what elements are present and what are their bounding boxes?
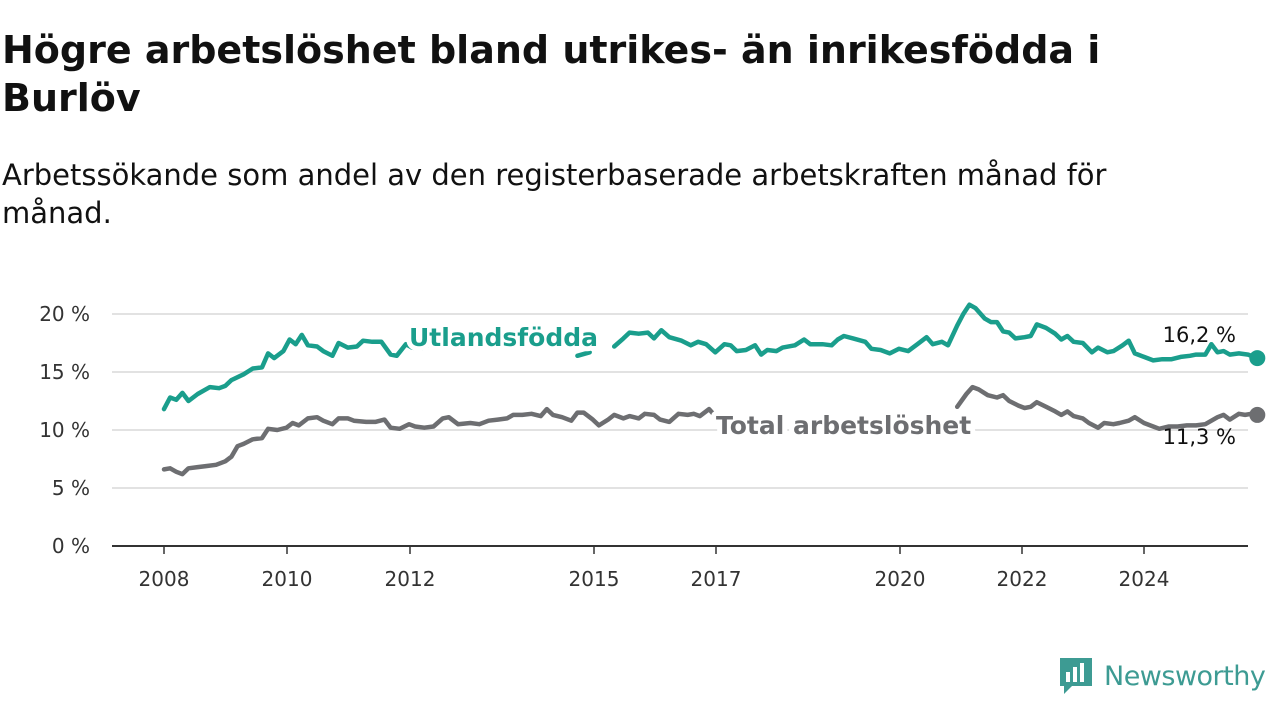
x-tick-label: 2017 — [691, 567, 742, 591]
x-tick-label: 2024 — [1119, 567, 1170, 591]
chart-subtitle: Arbetssökande som andel av den registerb… — [2, 158, 1107, 230]
end-point-total — [1249, 406, 1266, 423]
series-label-total: Total arbetslöshet — [716, 411, 971, 440]
newsworthy-chart-icon — [1060, 658, 1092, 694]
y-tick-label: 0 % — [52, 534, 90, 558]
x-tick-label: 2010 — [262, 567, 313, 591]
x-tick-label: 2020 — [875, 567, 926, 591]
y-tick-label: 20 % — [39, 302, 90, 326]
series-line-utlandsfodda — [161, 332, 441, 412]
series-line-utlandsfodda — [575, 350, 592, 359]
end-label-utlandsfodda: 16,2 % — [1163, 323, 1236, 347]
y-tick-label: 10 % — [39, 418, 90, 442]
x-tick-label: 2015 — [569, 567, 620, 591]
x-tick-label: 2022 — [997, 567, 1048, 591]
x-tick-label: 2008 — [139, 567, 190, 591]
y-tick-label: 15 % — [39, 360, 90, 384]
end-point-utlandsfodda — [1249, 350, 1266, 367]
y-tick-label: 5 % — [52, 476, 90, 500]
series-label-utlandsfodda: Utlandsfödda — [409, 323, 598, 352]
series-line-utlandsfodda — [611, 302, 1260, 363]
series-line-total — [161, 406, 779, 477]
x-tick-label: 2012 — [385, 567, 436, 591]
logo-text: Newsworthy — [1104, 660, 1266, 692]
series-line-total — [954, 384, 1260, 432]
end-label-total: 11,3 % — [1163, 425, 1236, 449]
chart-title: Högre arbetslöshet bland utrikes- än inr… — [2, 28, 1101, 120]
newsworthy-logo: Newsworthy — [1058, 654, 1266, 698]
